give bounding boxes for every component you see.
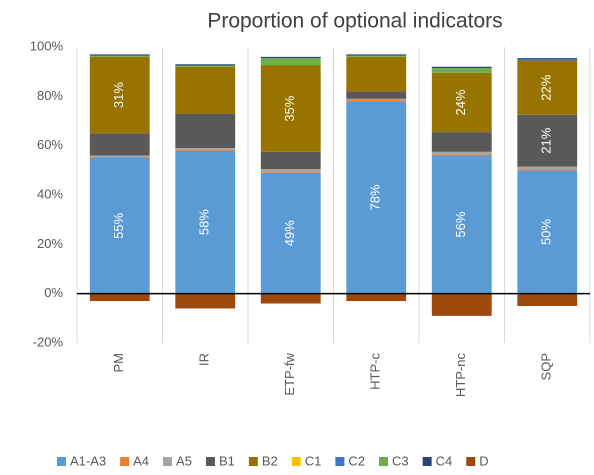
bar-segment (346, 100, 407, 102)
bar-segment (517, 169, 578, 171)
legend-swatch (163, 457, 173, 466)
bar-segment (260, 65, 321, 152)
bar-segment (517, 58, 578, 60)
bar-segment (175, 149, 236, 151)
bar-segment (517, 59, 578, 61)
bar-segment (260, 172, 321, 294)
bar-segment (89, 156, 150, 158)
data-label: 22% (539, 74, 554, 100)
bar-segment (346, 293, 407, 302)
y-tick-label: 0% (44, 285, 63, 300)
legend-label: D (479, 453, 488, 468)
bar-segment (260, 58, 321, 66)
legend-label: A4 (133, 453, 149, 468)
bar-segment (175, 64, 236, 66)
bar-segment (517, 166, 578, 170)
bar-segment (431, 293, 492, 316)
bar-segment (517, 170, 578, 294)
legend-label: C4 (436, 453, 453, 468)
legend-label: A5 (176, 453, 192, 468)
data-label: 49% (282, 220, 297, 246)
bar-segment (89, 54, 150, 56)
bar-segment (431, 72, 492, 133)
bar-segment (89, 133, 150, 156)
legend-swatch (57, 457, 66, 466)
data-label: 24% (453, 89, 468, 115)
bar-segment (175, 66, 236, 114)
bar-segment (89, 56, 150, 134)
data-label: 58% (197, 209, 212, 235)
x-tick-label: HTP-c (368, 353, 383, 390)
data-label: 55% (111, 212, 126, 238)
bar-segment (89, 293, 150, 302)
bar-segment (431, 151, 492, 155)
y-tick-label: 20% (37, 236, 63, 251)
bar-segment (89, 55, 150, 57)
bar-segment (431, 132, 492, 152)
bar-segment (89, 158, 150, 294)
x-tick-label: IR (197, 353, 212, 366)
bar-segment (517, 114, 578, 167)
legend-label: B2 (262, 453, 278, 468)
legend-label: A1-A3 (70, 453, 106, 468)
bar-segment (431, 66, 492, 68)
bar-segment (175, 148, 236, 150)
x-tick-label: SQP (539, 353, 554, 380)
legend-swatch (466, 457, 476, 466)
bar-segment (346, 56, 407, 92)
bar-segment (175, 65, 236, 67)
bar-segment (175, 113, 236, 149)
bar-segment (260, 169, 321, 172)
bar-segment (260, 56, 321, 59)
bar-segment (431, 155, 492, 294)
data-label: 56% (453, 211, 468, 237)
bar-segment (431, 67, 492, 73)
x-tick-label: ETP-fw (282, 352, 297, 395)
y-tick-label: -20% (33, 334, 64, 349)
legend-swatch (291, 457, 301, 466)
data-label: 21% (539, 127, 554, 153)
bar-segment (260, 151, 321, 170)
bar-segment (346, 54, 407, 56)
legend-label: C2 (348, 453, 365, 468)
legend-swatch (248, 457, 258, 466)
chart-title: Proportion of optional indicators (207, 10, 502, 33)
legend-label: B1 (219, 453, 235, 468)
data-label: 50% (539, 219, 554, 245)
bar-segment (175, 293, 236, 309)
x-tick-label: PM (111, 353, 126, 373)
data-label: 35% (282, 95, 297, 121)
legend-label: C1 (305, 453, 322, 468)
legend-label: C3 (392, 453, 409, 468)
bar-segment (517, 293, 578, 306)
legend-swatch (379, 457, 389, 466)
bar-segment (346, 101, 407, 294)
legend-swatch (422, 457, 432, 466)
y-tick-label: 40% (37, 186, 63, 201)
bar-segment (260, 171, 321, 173)
data-label: 31% (111, 82, 126, 108)
y-tick-label: 100% (30, 38, 64, 53)
legend-swatch (335, 457, 345, 466)
bar-segment (517, 60, 578, 115)
bar-segment (346, 55, 407, 57)
bar-segment (346, 91, 407, 99)
bar-segment (431, 154, 492, 156)
bar-segment (175, 150, 236, 294)
bar-segment (346, 98, 407, 101)
x-tick-label: HTP-nc (453, 353, 468, 398)
legend-swatch (120, 457, 130, 466)
legend-swatch (205, 457, 215, 466)
y-tick-label: 80% (37, 88, 63, 103)
bar-segment (89, 155, 150, 157)
data-label: 78% (368, 184, 383, 210)
bar-segment (260, 293, 321, 304)
y-tick-label: 60% (37, 137, 63, 152)
